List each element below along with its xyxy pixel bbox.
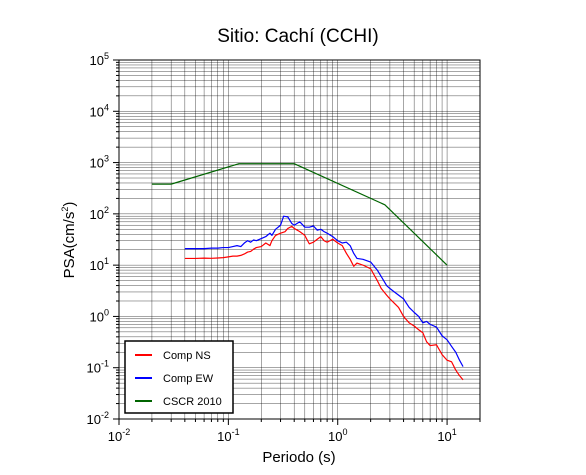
- y-tick-label: 100: [90, 307, 109, 324]
- y-tick-exp: -1: [101, 359, 109, 369]
- y-tick-base: 10: [90, 53, 104, 68]
- x-tick-label: 100: [328, 427, 347, 444]
- x-tick-exp: -2: [122, 427, 130, 437]
- y-tick-label: 102: [90, 205, 109, 222]
- legend: Comp NS Comp EW CSCR 2010: [124, 340, 234, 414]
- x-tick-exp: 0: [342, 427, 347, 437]
- y-tick-exp: -2: [101, 410, 109, 420]
- y-tick-label: 101: [90, 256, 109, 273]
- legend-label: Comp NS: [163, 350, 211, 362]
- x-tick-base: 10: [217, 429, 231, 444]
- y-tick-base: 10: [90, 258, 104, 273]
- y-tick-exp: 4: [104, 102, 109, 112]
- x-tick-base: 10: [328, 429, 342, 444]
- y-tick-exp: 0: [104, 307, 109, 317]
- legend-label: CSCR 2010: [163, 396, 222, 408]
- y-tick-exp: 5: [104, 51, 109, 61]
- y-tick-label: 104: [90, 102, 109, 119]
- x-tick-label: 10-2: [108, 427, 130, 444]
- y-axis-label-close: ): [61, 202, 78, 207]
- x-axis-label: Periodo (s): [262, 449, 335, 466]
- x-tick-base: 10: [108, 429, 122, 444]
- y-tick-exp: 3: [104, 154, 109, 164]
- y-tick-exp: 2: [104, 205, 109, 215]
- y-tick-label: 103: [90, 154, 109, 171]
- series-line-cscr-2010: [151, 163, 448, 266]
- y-axis-label-sup: 2: [60, 207, 70, 212]
- series-line-comp-ew: [184, 215, 464, 367]
- x-tick-exp: 1: [452, 427, 457, 437]
- y-tick-base: 10: [90, 104, 104, 119]
- y-tick-base: 10: [90, 156, 104, 171]
- y-axis-label: PSA(cm/s2): [60, 202, 78, 279]
- y-tick-label: 105: [90, 51, 109, 68]
- x-axis: 10-2 10-1 100 101: [108, 419, 481, 444]
- y-tick-label: 10-1: [87, 359, 109, 376]
- plot-frame: [118, 59, 481, 420]
- chart-title: Sitio: Cachí (CCHI): [217, 26, 379, 47]
- x-tick-label: 101: [437, 427, 456, 444]
- series-layer: [151, 163, 464, 381]
- x-tick-base: 10: [437, 429, 451, 444]
- y-tick-exp: 1: [104, 256, 109, 266]
- y-tick-base: 10: [90, 207, 104, 222]
- legend-label: Comp EW: [163, 373, 214, 385]
- y-tick-base: 10: [90, 309, 104, 324]
- grid: [119, 60, 480, 419]
- series-line-comp-ns: [184, 225, 464, 381]
- x-tick-label: 10-1: [217, 427, 239, 444]
- y-tick-label: 10-2: [87, 410, 109, 427]
- y-tick-base: 10: [87, 412, 101, 427]
- x-tick-exp: -1: [232, 427, 240, 437]
- y-tick-base: 10: [87, 361, 101, 376]
- y-axis-label-main: PSA(cm/s: [61, 212, 78, 279]
